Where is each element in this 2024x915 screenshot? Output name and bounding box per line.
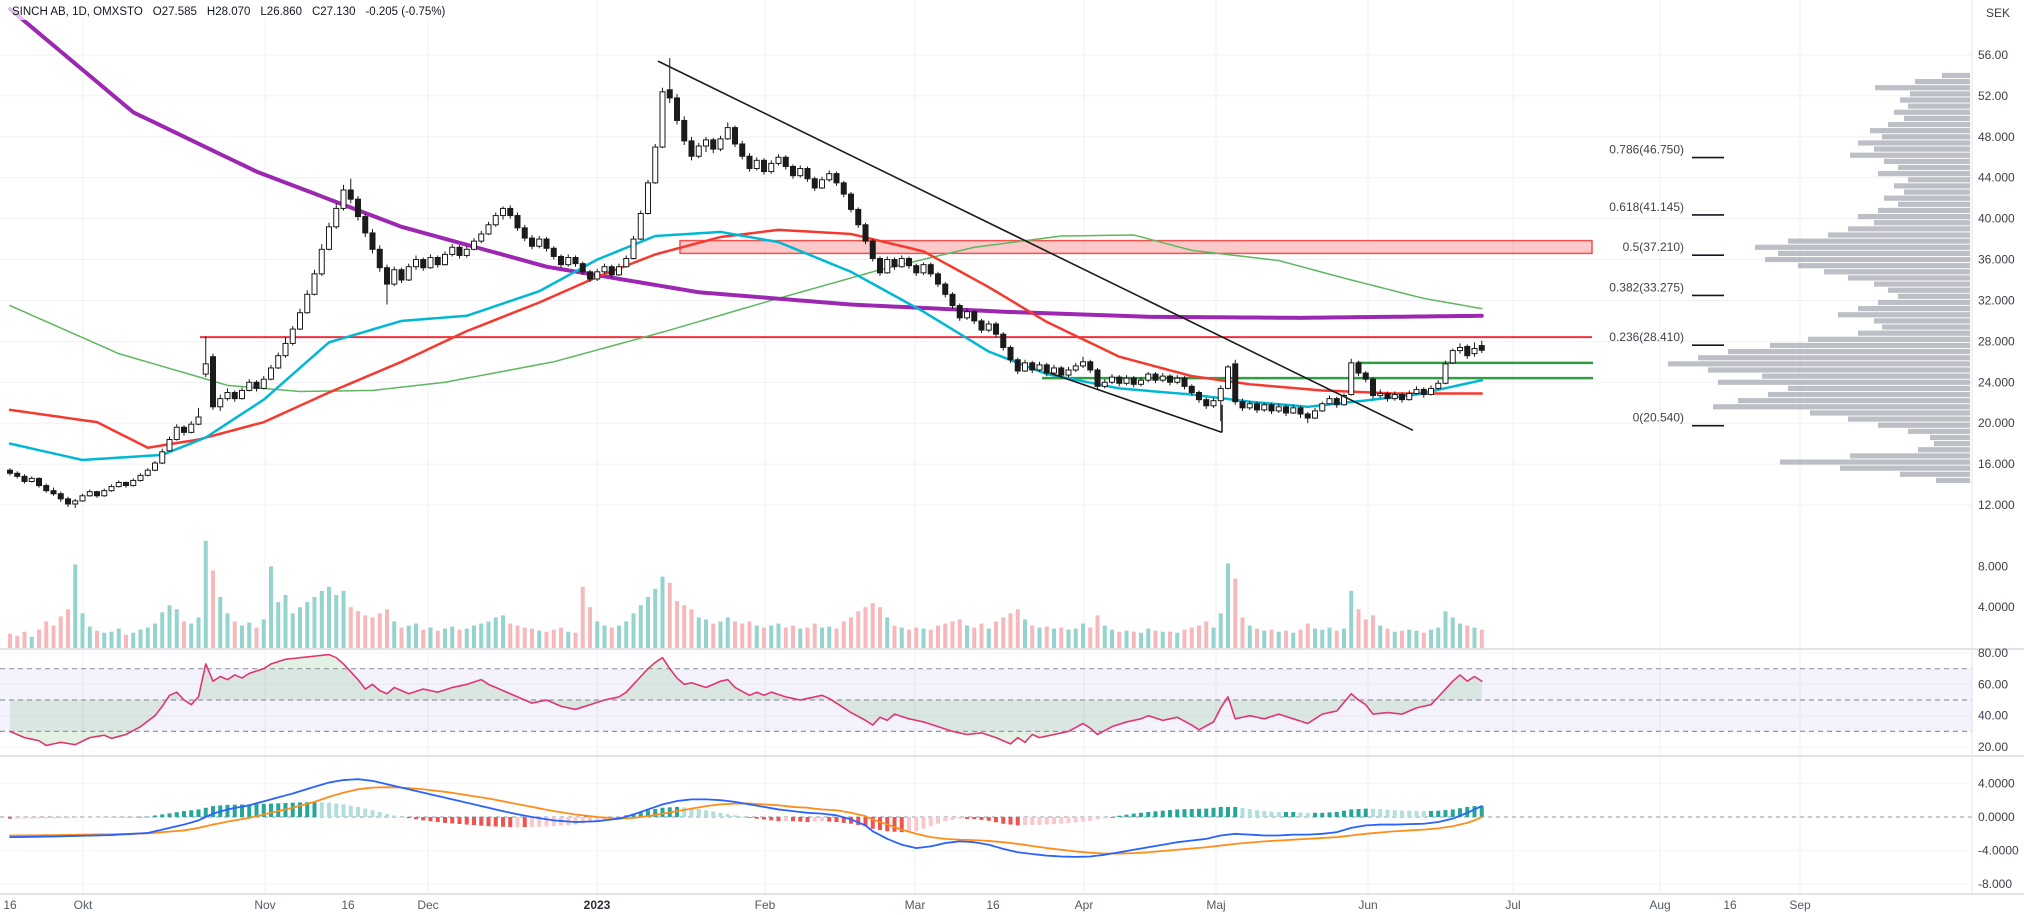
svg-text:24.000: 24.000: [1978, 375, 2015, 389]
svg-text:28.000: 28.000: [1978, 334, 2015, 348]
ma-20-line: [8, 230, 1483, 462]
svg-text:60.00: 60.00: [1978, 677, 2008, 691]
trendlines: [657, 60, 1414, 434]
svg-text:0.618(41.145): 0.618(41.145): [1609, 200, 1684, 214]
svg-text:16.000: 16.000: [1978, 457, 2015, 471]
symbol-info-bar[interactable]: SINCH AB, 1D, OMXSTO O27.585 H28.070 L26…: [8, 4, 450, 20]
price-scale: SEK 56.00 52.00 48.000 44.000 40.000 36.000 32.…: [1978, 6, 2019, 891]
time-scale: 16 Okt Nov 16 Dec 2023 Feb Mar 16 Apr Maj Jun Jul Aug…: [3, 898, 1811, 912]
svg-text:Nov: Nov: [254, 898, 275, 912]
open-value: O27.585: [152, 6, 197, 18]
svg-text:40.00: 40.00: [1978, 709, 2008, 723]
candles-layer: [7, 58, 1485, 509]
svg-text:36.000: 36.000: [1978, 253, 2015, 267]
high-value: H28.070: [206, 6, 251, 18]
svg-text:0.0000: 0.0000: [1978, 810, 2015, 824]
svg-text:16: 16: [341, 898, 355, 912]
ma-200-line: [8, 6, 1484, 320]
svg-text:0.236(28.410): 0.236(28.410): [1609, 330, 1684, 344]
svg-text:4.0000: 4.0000: [1978, 776, 2015, 790]
change-value: -0.205 (-0.75%): [365, 6, 446, 18]
svg-text:48.000: 48.000: [1978, 130, 2015, 144]
svg-text:16: 16: [986, 898, 1000, 912]
low-value: L26.860: [260, 6, 302, 18]
ma-50-line: [8, 228, 1483, 449]
volume-bars: [8, 540, 1484, 648]
ma-100-line: [9, 234, 1483, 393]
svg-text:0.786(46.750): 0.786(46.750): [1609, 143, 1684, 157]
svg-text:Feb: Feb: [755, 898, 776, 912]
svg-text:-8.000: -8.000: [1978, 877, 2012, 891]
svg-text:Jun: Jun: [1358, 898, 1377, 912]
svg-text:Sep: Sep: [1789, 898, 1811, 912]
svg-text:8.000: 8.000: [1978, 559, 2008, 573]
rsi-pane: [0, 653, 1972, 747]
fib-zone: [679, 239, 1593, 255]
svg-text:80.00: 80.00: [1978, 646, 2008, 660]
svg-text:Maj: Maj: [1206, 898, 1225, 912]
grid-lines: [0, 0, 1972, 894]
svg-text:4.0000: 4.0000: [1978, 600, 2015, 614]
pane-separators: [0, 0, 2024, 895]
svg-text:40.000: 40.000: [1978, 212, 2015, 226]
fib-labels: 0.786(46.750) 0.618(41.145) 0.5(37.210) 0.3…: [1609, 143, 1724, 427]
macd-pane: [0, 778, 1972, 858]
svg-text:16: 16: [3, 898, 17, 912]
svg-text:20.00: 20.00: [1978, 740, 2008, 754]
svg-text:Mar: Mar: [905, 898, 926, 912]
close-value: C27.130: [311, 6, 356, 18]
svg-text:56.00: 56.00: [1978, 48, 2008, 62]
svg-text:Apr: Apr: [1075, 898, 1094, 912]
svg-text:Dec: Dec: [417, 898, 438, 912]
svg-text:0.5(37.210): 0.5(37.210): [1623, 240, 1684, 254]
svg-text:12.000: 12.000: [1978, 498, 2015, 512]
symbol-title[interactable]: SINCH AB, 1D, OMXSTO: [12, 6, 143, 18]
svg-text:32.000: 32.000: [1978, 293, 2015, 307]
svg-text:16: 16: [1723, 898, 1737, 912]
svg-text:Okt: Okt: [74, 898, 93, 912]
svg-text:0.382(33.275): 0.382(33.275): [1609, 280, 1684, 294]
svg-text:Jul: Jul: [1505, 898, 1520, 912]
svg-text:44.000: 44.000: [1978, 171, 2015, 185]
svg-text:SEK: SEK: [1986, 6, 2010, 20]
svg-text:0(20.540): 0(20.540): [1633, 411, 1684, 425]
svg-text:52.00: 52.00: [1978, 89, 2008, 103]
svg-text:-4.0000: -4.0000: [1978, 844, 2019, 858]
svg-text:Aug: Aug: [1649, 898, 1670, 912]
svg-text:20.000: 20.000: [1978, 416, 2015, 430]
svg-text:2023: 2023: [584, 898, 611, 912]
volume-profile: [1668, 72, 1970, 484]
